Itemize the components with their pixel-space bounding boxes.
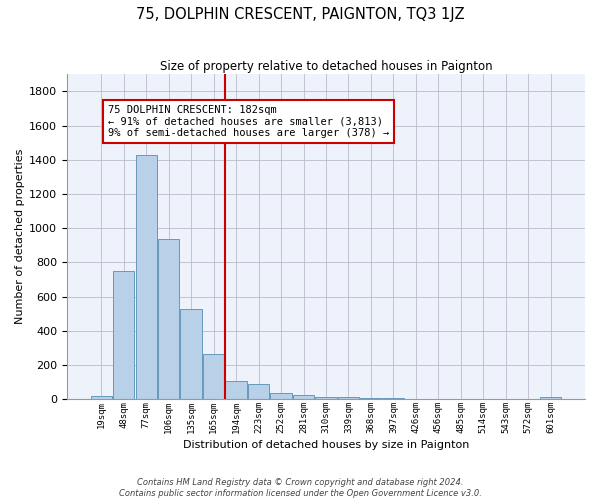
Bar — [293, 394, 314, 400]
Y-axis label: Number of detached properties: Number of detached properties — [15, 149, 25, 324]
Bar — [360, 398, 382, 400]
X-axis label: Distribution of detached houses by size in Paignton: Distribution of detached houses by size … — [183, 440, 469, 450]
Bar — [428, 398, 449, 400]
Bar — [338, 398, 359, 400]
Bar — [203, 354, 224, 400]
Bar — [405, 398, 427, 400]
Bar — [450, 399, 472, 400]
Bar — [181, 308, 202, 400]
Text: Contains HM Land Registry data © Crown copyright and database right 2024.
Contai: Contains HM Land Registry data © Crown c… — [119, 478, 481, 498]
Bar — [158, 238, 179, 400]
Text: 75 DOLPHIN CRESCENT: 182sqm
← 91% of detached houses are smaller (3,813)
9% of s: 75 DOLPHIN CRESCENT: 182sqm ← 91% of det… — [108, 105, 389, 138]
Bar — [91, 396, 112, 400]
Bar — [248, 384, 269, 400]
Text: 75, DOLPHIN CRESCENT, PAIGNTON, TQ3 1JZ: 75, DOLPHIN CRESCENT, PAIGNTON, TQ3 1JZ — [136, 8, 464, 22]
Bar — [271, 393, 292, 400]
Bar — [226, 382, 247, 400]
Title: Size of property relative to detached houses in Paignton: Size of property relative to detached ho… — [160, 60, 493, 73]
Bar — [383, 398, 404, 400]
Bar — [316, 397, 337, 400]
Bar — [540, 398, 562, 400]
Bar — [113, 272, 134, 400]
Bar — [136, 156, 157, 400]
